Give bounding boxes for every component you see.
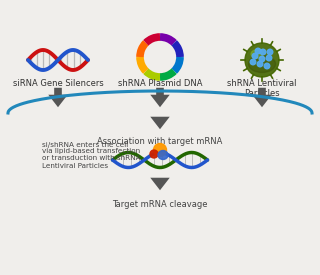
Text: shRNA Plasmid DNA: shRNA Plasmid DNA <box>118 79 202 88</box>
Circle shape <box>245 43 279 77</box>
Circle shape <box>255 48 261 54</box>
Circle shape <box>260 49 266 55</box>
Text: shRNA Lentiviral
Particles: shRNA Lentiviral Particles <box>227 79 297 98</box>
Circle shape <box>250 59 256 65</box>
Circle shape <box>264 63 270 69</box>
Circle shape <box>257 61 263 67</box>
Ellipse shape <box>251 50 263 58</box>
Ellipse shape <box>158 150 168 160</box>
Ellipse shape <box>154 144 166 156</box>
Text: Association with target mRNA: Association with target mRNA <box>97 137 223 146</box>
Circle shape <box>259 56 265 62</box>
Circle shape <box>252 53 258 59</box>
Circle shape <box>267 49 273 55</box>
Ellipse shape <box>150 150 158 158</box>
Ellipse shape <box>248 56 276 73</box>
Text: Target mRNA cleavage: Target mRNA cleavage <box>112 200 208 209</box>
Text: siRNA Gene Silencers: siRNA Gene Silencers <box>12 79 103 88</box>
Circle shape <box>266 55 272 61</box>
Text: si/shRNA enters the cell
via lipid-based transfection
or transduction with shRNA: si/shRNA enters the cell via lipid-based… <box>42 142 140 169</box>
